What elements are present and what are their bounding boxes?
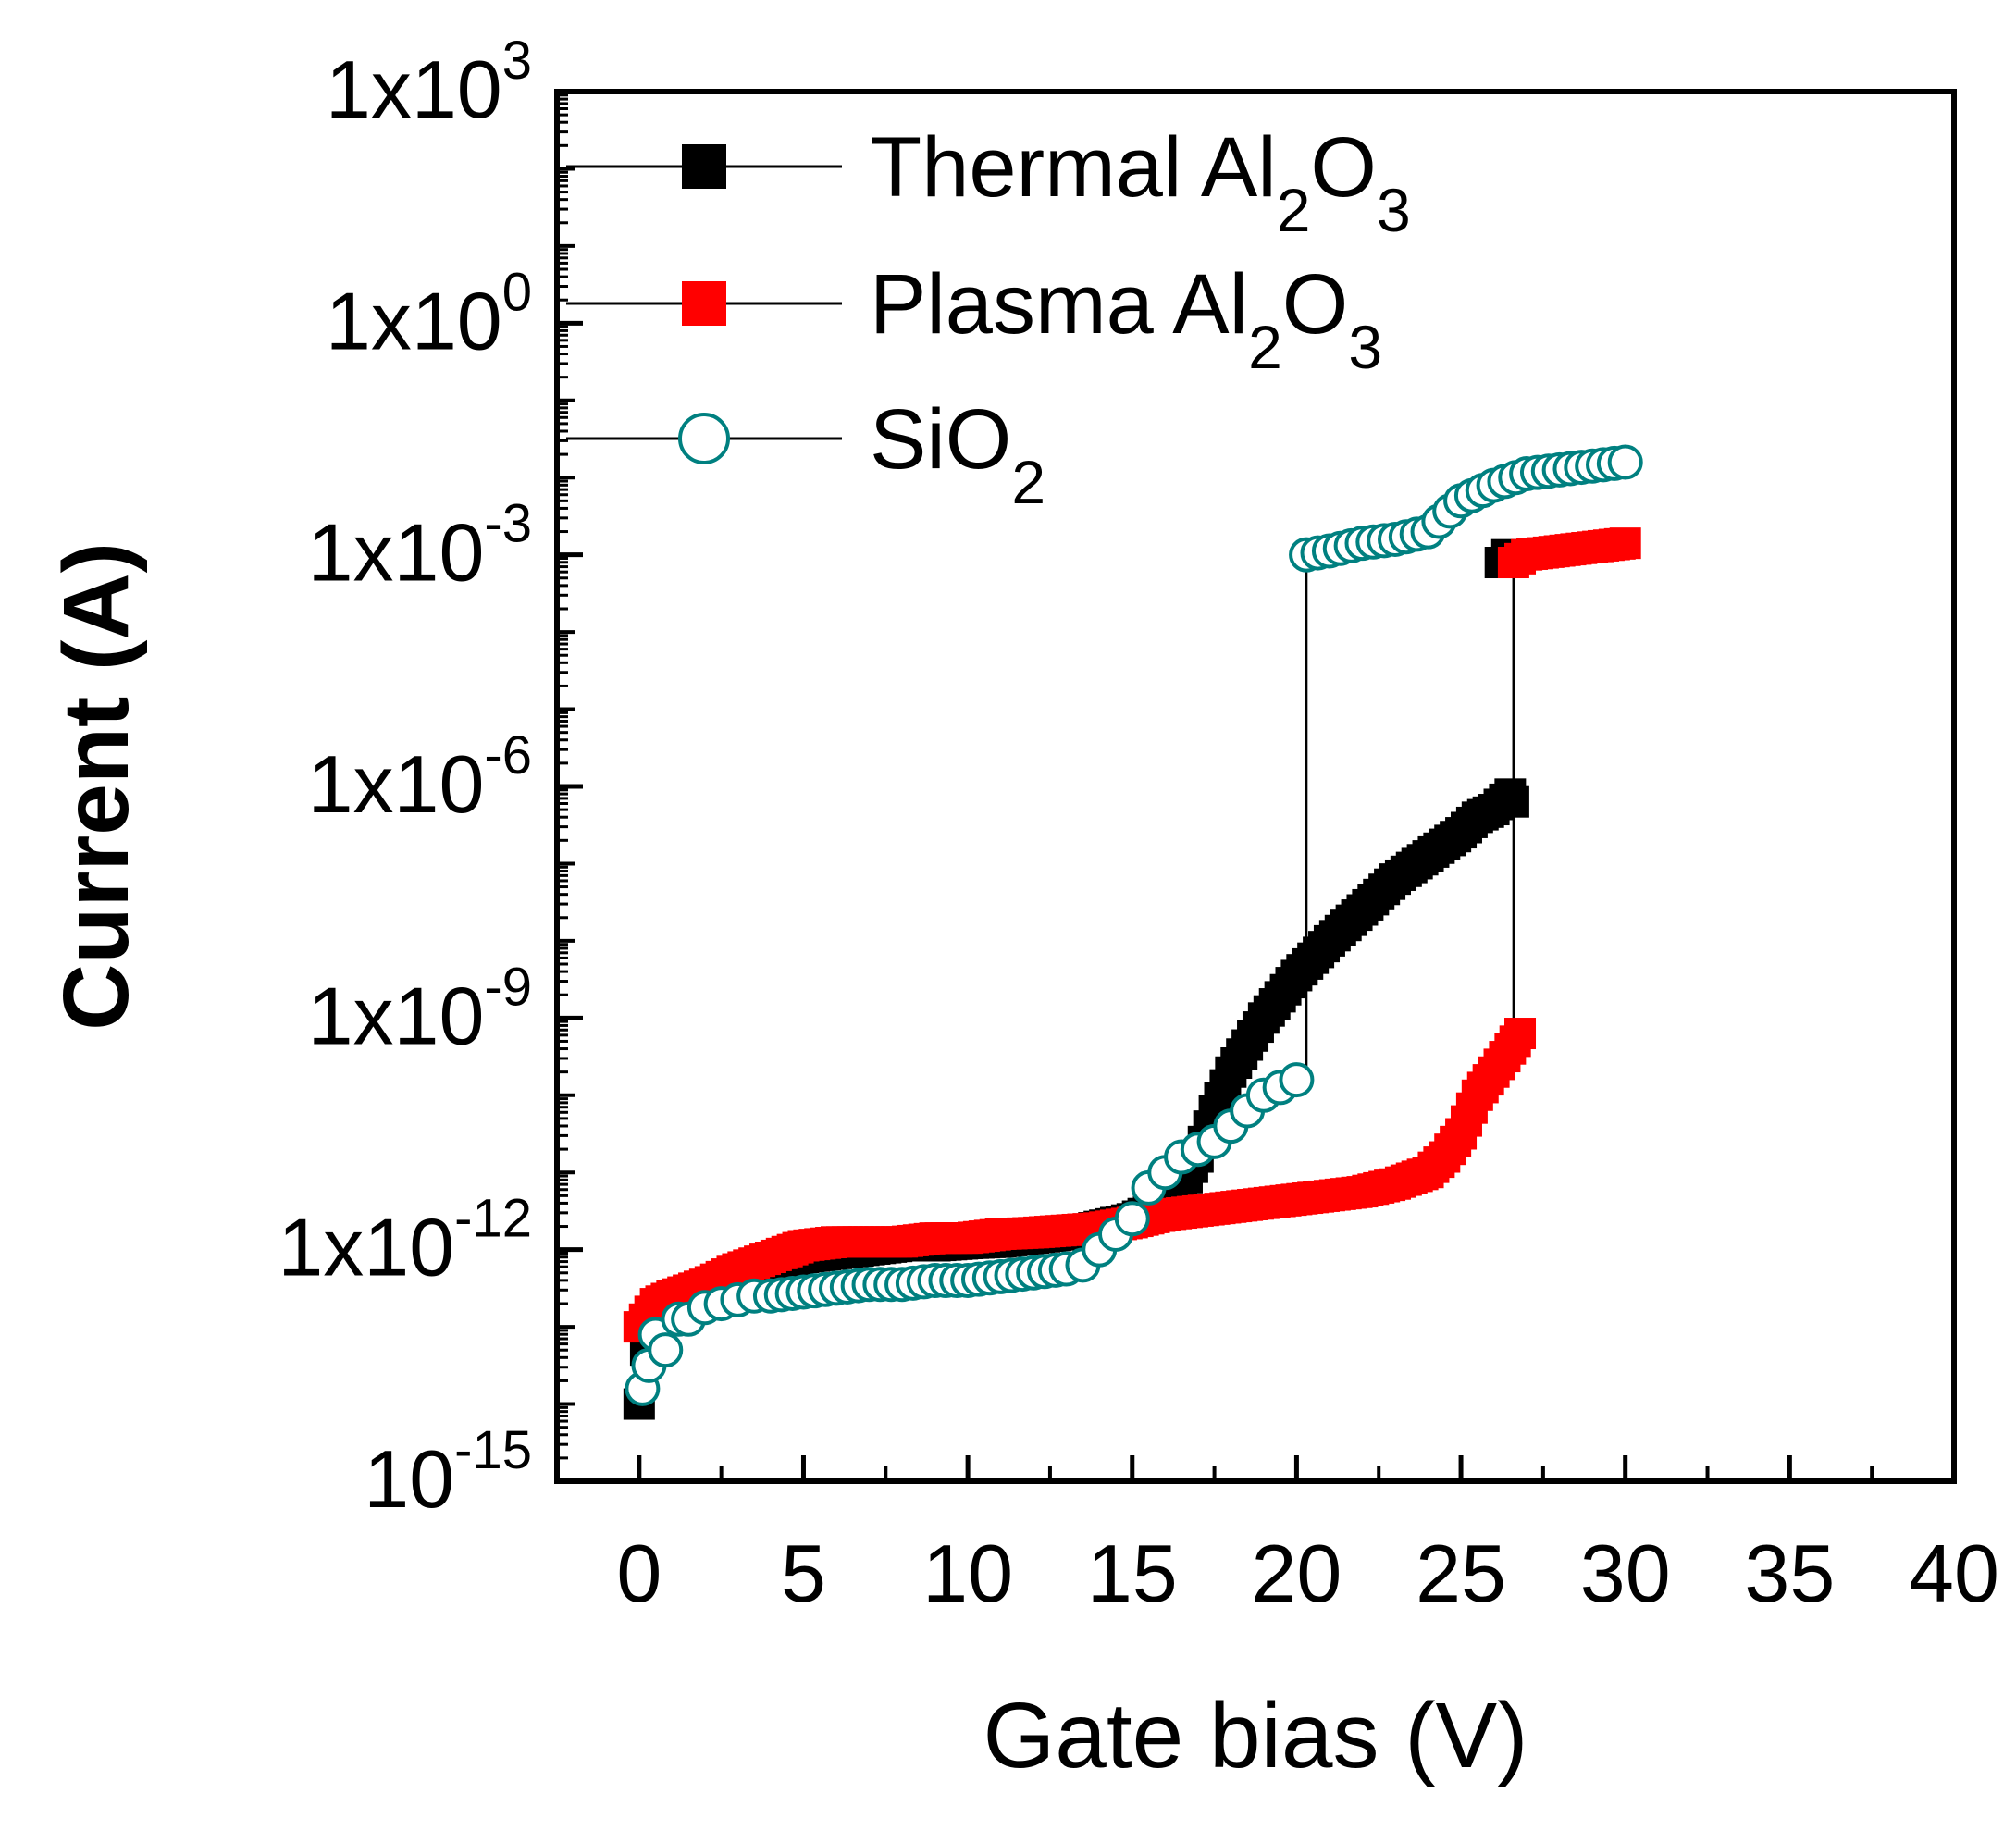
y-tick-label: 1x103	[326, 31, 532, 135]
x-tick-label: 20	[1251, 1528, 1342, 1619]
x-tick-label: 40	[1909, 1528, 1999, 1619]
x-tick-label: 35	[1744, 1528, 1835, 1619]
legend-marker	[682, 144, 726, 189]
y-tick-label: 10-15	[364, 1420, 532, 1525]
y-tick-label: 1x10-9	[308, 957, 532, 1061]
legend-entry: Plasma Al2O3	[566, 257, 1382, 381]
y-tick-label: 1x10-12	[278, 1189, 532, 1293]
x-tick-label: 30	[1580, 1528, 1671, 1619]
data-point	[1609, 527, 1641, 560]
series-sio2	[625, 444, 1643, 1406]
series-layer	[623, 444, 1643, 1420]
y-axis-label: Current (A)	[44, 542, 148, 1031]
y-minor-ticks	[557, 93, 575, 1460]
y-major-ticks: 1x103 1x100 1x10-3 1x10-6 1x10-9 1x10-12 10-15	[278, 31, 583, 1525]
x-tick-label: 10	[922, 1528, 1013, 1619]
legend-label: Plasma Al2O3	[870, 257, 1382, 381]
x-tick-label: 15	[1087, 1528, 1178, 1619]
y-tick-label: 1x10-6	[308, 725, 532, 830]
data-point	[1114, 1201, 1150, 1237]
y-tick-label: 1x100	[326, 262, 532, 366]
data-point	[1279, 1062, 1315, 1098]
legend-marker	[682, 281, 726, 326]
data-point	[1504, 1018, 1537, 1050]
y-tick-label: 1x10-3	[308, 494, 532, 599]
legend-label: Thermal Al2O3	[870, 120, 1411, 244]
x-ticks: 0 5 10 15 20 25 30 35 40	[616, 1455, 1999, 1619]
x-tick-label: 25	[1416, 1528, 1506, 1619]
legend-entry: Thermal Al2O3	[566, 120, 1411, 244]
x-tick-label: 0	[616, 1528, 662, 1619]
data-point	[1607, 444, 1643, 480]
data-point	[1497, 785, 1529, 818]
x-tick-label: 5	[781, 1528, 826, 1619]
legend-label: SiO2	[870, 392, 1045, 516]
x-axis-label: Gate bias (V)	[983, 1684, 1527, 1787]
legend-marker	[678, 413, 730, 464]
data-point	[648, 1332, 684, 1368]
legend-entry: SiO2	[566, 392, 1045, 516]
